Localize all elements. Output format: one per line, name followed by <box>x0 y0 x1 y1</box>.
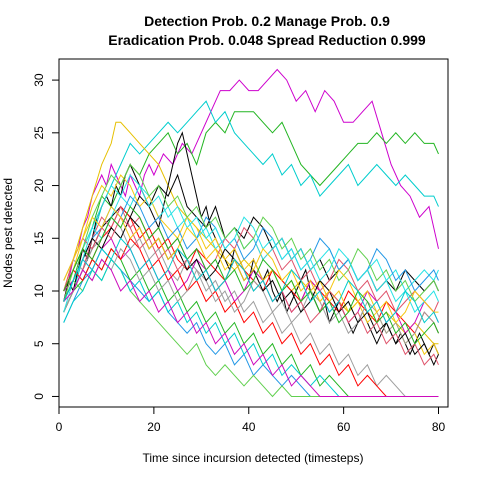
y-tick-label: 10 <box>32 284 46 298</box>
series-line-3 <box>63 100 439 313</box>
y-tick-label: 5 <box>32 340 46 347</box>
y-tick-label: 15 <box>32 231 46 245</box>
series-line-19 <box>63 163 439 303</box>
x-tick-label: 60 <box>337 420 351 434</box>
y-tick-label: 0 <box>32 393 46 400</box>
series-line-20 <box>63 247 439 345</box>
series-line-27 <box>63 237 439 324</box>
y-axis-label: Nodes pest detected <box>1 178 15 288</box>
series-line-16 <box>63 258 439 397</box>
chart-title-line-1: Detection Prob. 0.2 Manage Prob. 0.9 <box>144 13 390 29</box>
series-layer <box>63 68 439 398</box>
x-tick-label: 40 <box>242 420 256 434</box>
series-line-1 <box>63 68 439 302</box>
axes-layer: 0 20 40 60 80 0 5 10 15 20 25 30 <box>32 73 446 434</box>
x-tick-label: 80 <box>432 420 446 434</box>
y-tick-label: 30 <box>32 73 46 87</box>
series-line-12 <box>63 184 439 302</box>
series-line-26 <box>63 205 439 345</box>
y-tick-label: 20 <box>32 179 46 193</box>
chart-title-line-2: Eradication Prob. 0.048 Spread Reduction… <box>108 32 426 48</box>
series-line-23 <box>63 174 439 314</box>
x-axis-label: Time since incursion detected (timesteps… <box>143 451 364 465</box>
series-line-10 <box>63 216 439 397</box>
x-tick-label: 0 <box>56 420 63 434</box>
x-tick-label: 20 <box>147 420 161 434</box>
series-line-24 <box>63 258 439 397</box>
series-line-9 <box>63 258 439 398</box>
series-line-25 <box>63 205 439 324</box>
y-tick-label: 25 <box>32 126 46 140</box>
series-line-17 <box>63 195 439 302</box>
